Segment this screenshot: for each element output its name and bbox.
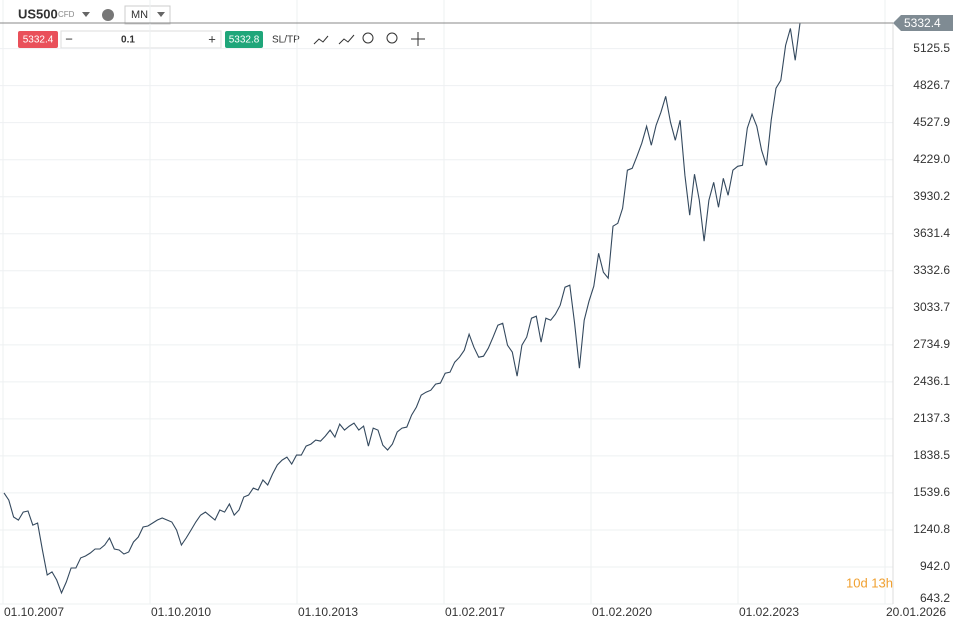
y-tick-label: 1240.8 [913, 522, 950, 536]
y-tick-label: 2436.1 [913, 374, 950, 388]
y-tick-label: 4229.0 [913, 152, 950, 166]
quantity: 0.1 [121, 35, 135, 46]
symbol-dropdown[interactable] [82, 12, 90, 17]
info-icon[interactable] [102, 9, 114, 21]
x-tick-label: 20.01.2026 [886, 605, 946, 619]
sell-price: 5332.4 [23, 35, 54, 46]
buy-button[interactable] [225, 31, 263, 48]
price-tag [893, 15, 953, 31]
y-tick-label: 2137.3 [913, 411, 950, 425]
minus[interactable]: − [65, 31, 73, 46]
zoom-out-icon[interactable] [362, 32, 374, 44]
y-tick-label: 3631.4 [913, 226, 950, 240]
x-tick-label: 01.10.2007 [4, 605, 64, 619]
toolbar: US500 CFD MN 5332.4 − 0.1 + 5332.8 SL/TP [18, 5, 425, 49]
y-tick-label: 4527.9 [913, 115, 950, 129]
sltp[interactable]: SL/TP [272, 35, 300, 46]
quantity-input[interactable] [60, 30, 222, 49]
instrument-type: CFD [58, 10, 75, 19]
plus[interactable]: + [208, 31, 216, 46]
y-tick-label: 4826.7 [913, 78, 950, 92]
timeframe: MN [131, 9, 148, 21]
price-line-series [3, 22, 801, 595]
x-tick-label: 01.02.2023 [739, 605, 799, 619]
y-tick-label: 5125.5 [913, 41, 950, 55]
sell-button[interactable] [18, 31, 58, 48]
timeframe-select[interactable] [124, 5, 171, 25]
y-tick-label: 942.0 [920, 559, 950, 573]
indicator-icon[interactable] [338, 34, 355, 45]
y-tick-label: 1838.5 [913, 448, 950, 462]
pan-icon[interactable] [411, 32, 425, 46]
x-tick-label: 01.02.2017 [445, 605, 505, 619]
current-price: 5332.4 [904, 16, 941, 30]
y-tick-label: 1539.6 [913, 485, 950, 499]
x-tick-label: 01.10.2010 [151, 605, 211, 619]
y-tick-label: 2734.9 [913, 337, 950, 351]
x-tick-label: 01.10.2013 [298, 605, 358, 619]
plot: 643.2 942.0 1240.8 1539.6 1838.5 2137.3 2436.1… [0, 0, 950, 619]
timeframe-arrow [157, 12, 165, 17]
y-tick-label: 3332.6 [913, 263, 950, 277]
y-tick-label: 643.2 [920, 591, 950, 605]
zoom-in-icon[interactable] [386, 32, 398, 44]
chart-type-icon[interactable] [313, 35, 329, 45]
y-tick-label: 3033.7 [913, 300, 950, 314]
x-tick-label: 01.02.2020 [592, 605, 652, 619]
symbol[interactable]: US500 [18, 6, 58, 21]
y-tick-label: 3930.2 [913, 189, 950, 203]
buy-price: 5332.8 [229, 35, 260, 46]
countdown: 10d 13h [846, 575, 893, 590]
